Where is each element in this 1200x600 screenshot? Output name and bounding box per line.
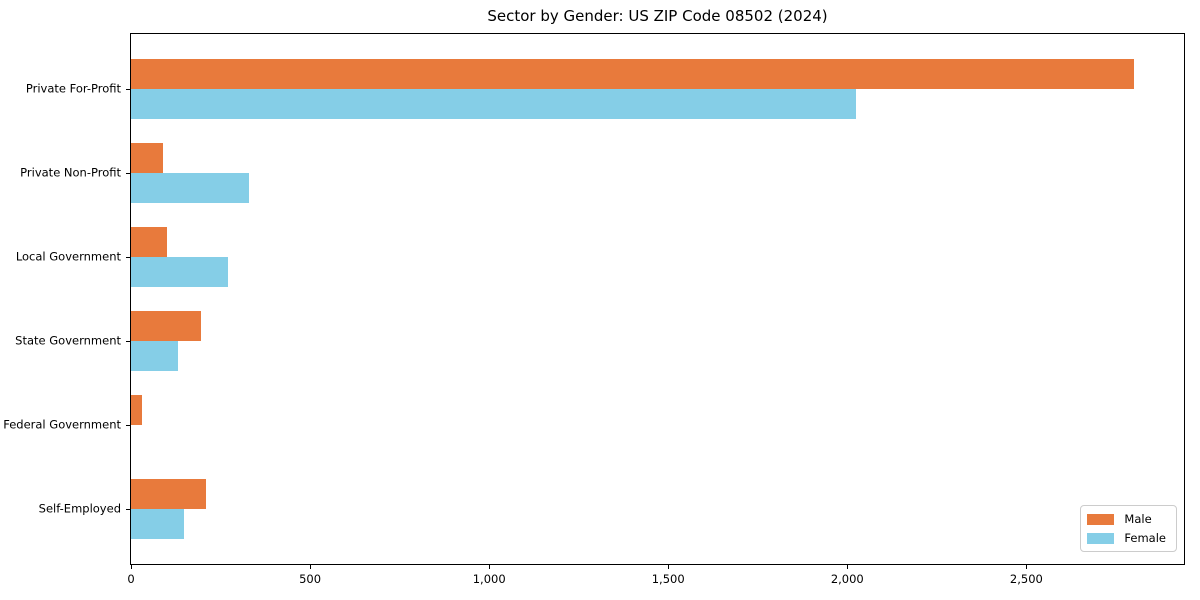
bar-female-self-employed xyxy=(131,509,184,539)
legend-item-female: Female xyxy=(1087,531,1166,545)
legend-swatch-male xyxy=(1087,513,1115,525)
y-tick-state-government xyxy=(126,341,130,342)
x-tick-2500 xyxy=(1026,565,1028,569)
bar-female-local-government xyxy=(131,257,228,287)
y-axis-label-self-employed: Self-Employed xyxy=(38,501,121,516)
bar-female-private-for-profit xyxy=(131,89,857,119)
y-axis-label-federal-government: Federal Government xyxy=(3,417,121,432)
bar-male-federal-government xyxy=(131,395,142,425)
y-axis-label-private-for-profit: Private For-Profit xyxy=(25,81,121,96)
plot-area: Male Female Private For-Profit Private No… xyxy=(3,33,1185,586)
x-tick-1500 xyxy=(668,565,670,569)
bar-female-state-government xyxy=(131,341,178,371)
bar-male-private-for-profit xyxy=(131,59,1134,89)
x-tick-0 xyxy=(131,565,132,569)
y-axis-label-local-government: Local Government xyxy=(15,249,121,264)
bar-male-private-non-profit xyxy=(131,143,163,173)
x-axis-tick-label-1500: 1,500 xyxy=(651,572,685,586)
legend-swatch-female xyxy=(1087,532,1115,544)
x-tick-500 xyxy=(310,565,312,569)
y-axis-label-private-non-profit: Private Non-Profit xyxy=(20,165,121,180)
legend-item-male: Male xyxy=(1087,512,1166,526)
y-tick-federal-government xyxy=(126,425,130,426)
bar-female-private-non-profit xyxy=(131,173,250,203)
x-axis-tick-label-2000: 2,000 xyxy=(830,572,864,586)
legend-label-female: Female xyxy=(1124,531,1166,545)
x-tick-2000 xyxy=(847,565,849,569)
x-axis-tick-label-0: 0 xyxy=(127,572,135,586)
y-tick-local-government xyxy=(126,257,130,258)
bar-male-self-employed xyxy=(131,479,207,509)
bar-male-local-government xyxy=(131,227,167,257)
x-axis-tick-label-1000: 1,000 xyxy=(472,572,506,586)
y-tick-private-for-profit xyxy=(126,89,130,90)
chart-title: Sector by Gender: US ZIP Code 08502 (202… xyxy=(487,7,828,25)
bar-male-state-government xyxy=(131,311,201,341)
y-axis-label-state-government: State Government xyxy=(15,333,121,348)
y-tick-self-employed xyxy=(126,509,130,510)
x-axis-tick-label-500: 500 xyxy=(299,572,322,586)
x-axis-tick-label-2500: 2,500 xyxy=(1009,572,1043,586)
y-tick-private-non-profit xyxy=(126,173,130,174)
legend-label-male: Male xyxy=(1124,512,1152,526)
legend: Male Female xyxy=(1080,505,1177,552)
x-tick-1000 xyxy=(489,565,491,569)
